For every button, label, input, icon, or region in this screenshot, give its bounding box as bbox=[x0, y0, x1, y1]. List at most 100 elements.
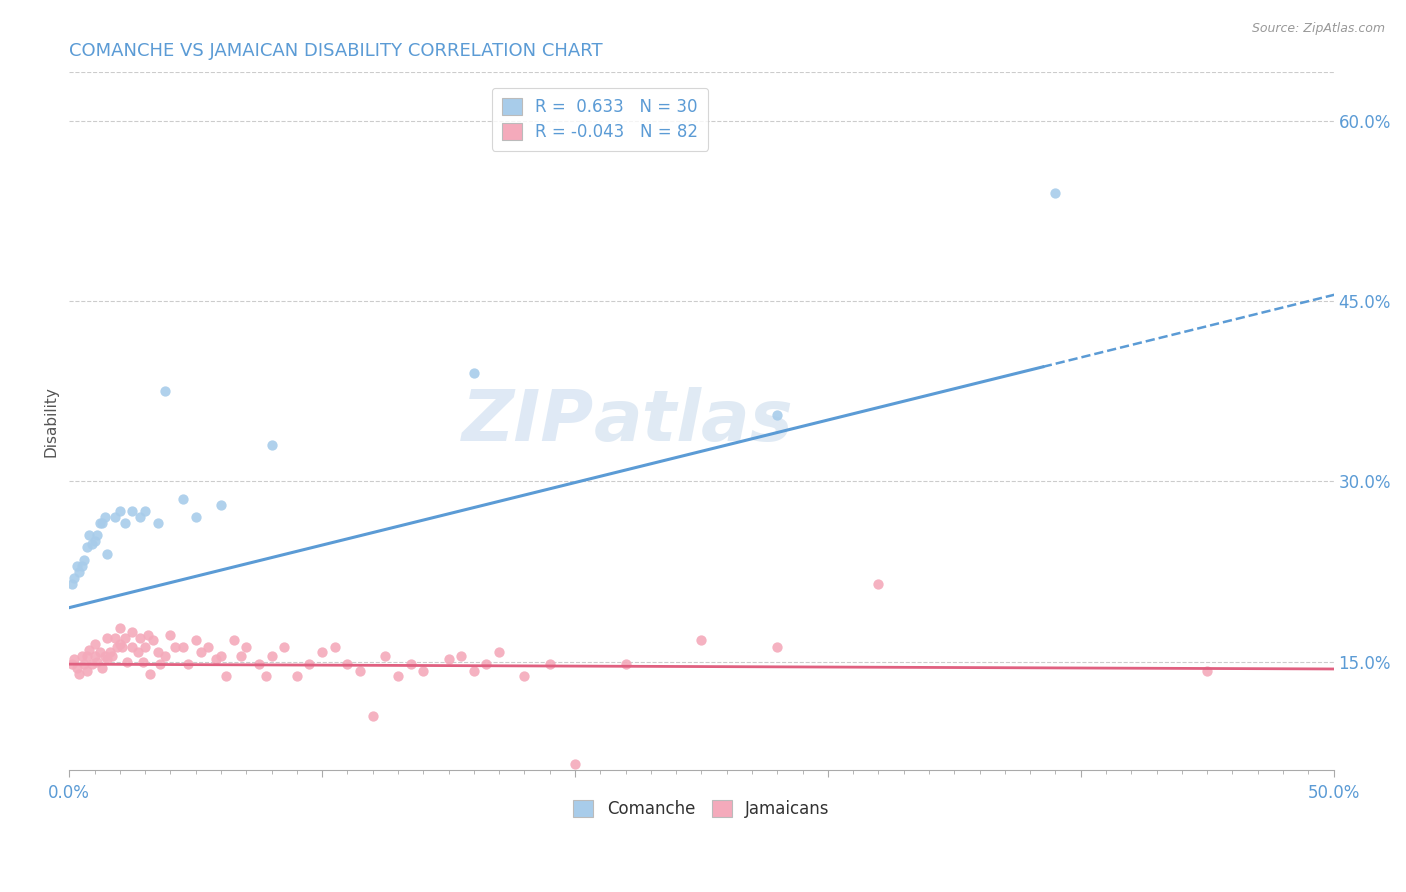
Point bbox=[73, 657, 96, 672]
Point bbox=[93, 510, 115, 524]
Text: atlas: atlas bbox=[593, 387, 794, 456]
Point bbox=[114, 516, 136, 531]
Point bbox=[146, 645, 169, 659]
Point bbox=[104, 631, 127, 645]
Point bbox=[260, 438, 283, 452]
Point bbox=[209, 499, 232, 513]
Point bbox=[80, 657, 103, 672]
Point bbox=[247, 657, 270, 672]
Point bbox=[83, 637, 105, 651]
Point bbox=[172, 640, 194, 655]
Point bbox=[285, 669, 308, 683]
Point bbox=[98, 645, 121, 659]
Point bbox=[73, 552, 96, 566]
Point bbox=[564, 756, 586, 771]
Point bbox=[298, 657, 321, 672]
Point bbox=[67, 565, 90, 579]
Point bbox=[690, 633, 713, 648]
Point bbox=[172, 492, 194, 507]
Point bbox=[86, 528, 108, 542]
Point bbox=[60, 576, 83, 591]
Point bbox=[766, 408, 789, 422]
Text: ZIP: ZIP bbox=[461, 387, 593, 456]
Point bbox=[437, 652, 460, 666]
Point bbox=[209, 648, 232, 663]
Point bbox=[117, 655, 139, 669]
Point bbox=[387, 669, 409, 683]
Point bbox=[70, 648, 93, 663]
Point bbox=[450, 648, 472, 663]
Point bbox=[260, 648, 283, 663]
Point bbox=[96, 547, 118, 561]
Point bbox=[93, 648, 115, 663]
Point bbox=[76, 541, 98, 555]
Point bbox=[165, 640, 187, 655]
Point bbox=[1197, 665, 1219, 679]
Point bbox=[114, 631, 136, 645]
Point bbox=[184, 510, 207, 524]
Point bbox=[311, 645, 333, 659]
Point bbox=[155, 648, 177, 663]
Point bbox=[155, 384, 177, 399]
Point bbox=[766, 640, 789, 655]
Point bbox=[121, 624, 143, 639]
Text: Source: ZipAtlas.com: Source: ZipAtlas.com bbox=[1251, 22, 1385, 36]
Point bbox=[349, 665, 371, 679]
Point bbox=[488, 645, 510, 659]
Point bbox=[129, 510, 152, 524]
Point bbox=[127, 645, 149, 659]
Point bbox=[197, 640, 219, 655]
Y-axis label: Disability: Disability bbox=[44, 385, 58, 457]
Point bbox=[108, 504, 131, 518]
Point bbox=[66, 661, 89, 675]
Point bbox=[108, 621, 131, 635]
Point bbox=[60, 657, 83, 672]
Point bbox=[129, 631, 152, 645]
Point bbox=[63, 570, 86, 584]
Point bbox=[273, 640, 295, 655]
Point bbox=[215, 669, 238, 683]
Point bbox=[222, 633, 245, 648]
Point bbox=[412, 665, 434, 679]
Point bbox=[256, 669, 278, 683]
Point bbox=[70, 558, 93, 573]
Point bbox=[139, 666, 162, 681]
Point bbox=[184, 633, 207, 648]
Point bbox=[149, 657, 172, 672]
Point bbox=[399, 657, 422, 672]
Point bbox=[134, 504, 156, 518]
Point bbox=[336, 657, 359, 672]
Legend: Comanche, Jamaicans: Comanche, Jamaicans bbox=[567, 793, 837, 824]
Point bbox=[83, 534, 105, 549]
Point bbox=[111, 640, 134, 655]
Point bbox=[177, 657, 200, 672]
Point bbox=[86, 655, 108, 669]
Point bbox=[513, 669, 536, 683]
Point bbox=[131, 655, 153, 669]
Point bbox=[374, 648, 396, 663]
Point bbox=[91, 516, 114, 531]
Point bbox=[80, 537, 103, 551]
Point bbox=[104, 510, 127, 524]
Point bbox=[63, 652, 86, 666]
Point bbox=[463, 665, 485, 679]
Point bbox=[105, 640, 128, 655]
Point bbox=[146, 516, 169, 531]
Point bbox=[1045, 186, 1067, 200]
Point bbox=[79, 642, 101, 657]
Point bbox=[79, 528, 101, 542]
Point bbox=[134, 640, 156, 655]
Point bbox=[538, 657, 561, 672]
Point bbox=[89, 516, 111, 531]
Point bbox=[76, 665, 98, 679]
Point bbox=[361, 709, 384, 723]
Point bbox=[475, 657, 498, 672]
Point bbox=[96, 652, 118, 666]
Point bbox=[190, 645, 212, 659]
Point bbox=[463, 366, 485, 380]
Point bbox=[159, 628, 181, 642]
Text: COMANCHE VS JAMAICAN DISABILITY CORRELATION CHART: COMANCHE VS JAMAICAN DISABILITY CORRELAT… bbox=[69, 42, 603, 60]
Point bbox=[66, 558, 89, 573]
Point bbox=[101, 648, 124, 663]
Point bbox=[91, 661, 114, 675]
